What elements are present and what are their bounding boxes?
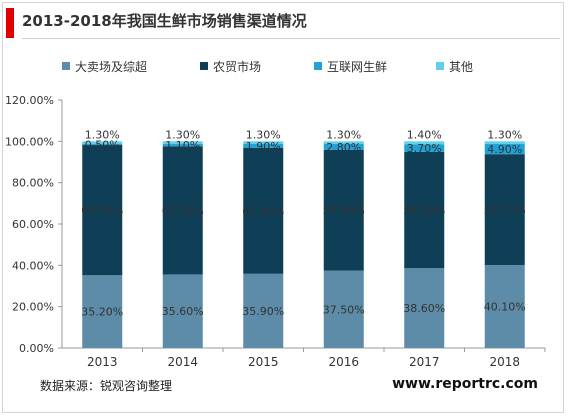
y-tick-label: 120.00% [5, 94, 54, 107]
data-label: 58.40% [323, 204, 365, 217]
x-tick-label: 2018 [489, 355, 520, 369]
data-label: 3.70% [407, 142, 442, 155]
bars-group [82, 141, 525, 348]
data-label: 1.40% [407, 128, 442, 141]
bar-segment [82, 144, 123, 146]
bar-segment [323, 270, 364, 348]
legend-swatch [436, 62, 444, 70]
data-label: 37.50% [323, 303, 365, 316]
legend-label: 大卖场及综超 [75, 59, 147, 74]
bar-segment [82, 141, 123, 145]
y-axis: 0.00% 20.00% 40.00% 60.00% 80.00% 100.00% 120.… [5, 94, 63, 355]
legend-swatch [62, 62, 70, 70]
y-tick-label: 60.00% [12, 218, 54, 231]
y-tick-label: 20.00% [12, 301, 54, 314]
bar-segment [404, 141, 445, 145]
data-label: 1.30% [165, 128, 200, 141]
bar-segment [243, 273, 284, 348]
data-label: 1.10% [165, 139, 200, 152]
x-tick-label: 2017 [409, 355, 440, 369]
data-label: 1.90% [246, 140, 281, 153]
website-label[interactable]: www.reportrc.com [392, 376, 538, 392]
x-tick-label: 2014 [167, 355, 198, 369]
bar-segment [484, 141, 525, 145]
data-label: 62.00% [162, 204, 204, 217]
y-tick-label: 40.00% [12, 259, 54, 272]
legend-label: 其他 [449, 60, 473, 74]
bar-segment [404, 268, 445, 348]
chart-legend: 大卖场及综超 农贸市场 互联网生鲜 其他 [62, 59, 473, 74]
data-label: 0.50% [85, 139, 120, 152]
legend-label: 农贸市场 [213, 59, 261, 74]
data-label: 38.60% [403, 302, 445, 315]
bar-segment [162, 146, 203, 275]
legend-label: 互联网生鲜 [327, 60, 387, 74]
data-label: 1.30% [246, 128, 281, 141]
bar-segment [82, 145, 123, 276]
x-tick-label: 2013 [87, 355, 118, 369]
page-title: 2013-2018年我国生鲜市场销售渠道情况 [22, 12, 307, 30]
y-tick-label: 100.00% [5, 135, 54, 148]
data-label: 56.30% [403, 204, 445, 217]
bar-segment [404, 144, 445, 152]
bar-segment [82, 275, 123, 348]
y-tick-label: 0.00% [19, 342, 54, 355]
data-label: 63.00% [81, 204, 123, 217]
bar-segment [404, 151, 445, 269]
bar-segment [243, 147, 284, 274]
data-label: 35.90% [242, 305, 284, 318]
y-tick-label: 80.00% [12, 177, 54, 190]
bar-segment [484, 265, 525, 348]
bar-segment [243, 141, 284, 145]
title-accent-bar [6, 8, 14, 38]
data-label: 53.70% [484, 204, 526, 217]
data-label: 2.80% [326, 141, 361, 154]
data-label: 35.20% [81, 306, 123, 319]
data-label: 1.30% [326, 128, 361, 141]
x-tick-label: 2016 [328, 355, 359, 369]
legend-swatch [314, 62, 322, 70]
x-tick-label: 2015 [248, 355, 279, 369]
legend-swatch [200, 62, 208, 70]
bar-segment [323, 141, 364, 145]
x-axis: 2013 2014 2015 2016 2017 2018 [62, 347, 546, 369]
data-label: 60.90% [242, 205, 284, 218]
bar-segment [162, 274, 203, 348]
source-note: 数据来源：锐观咨询整理 [40, 379, 173, 393]
data-label: 1.30% [487, 128, 522, 141]
bar-segment [162, 141, 203, 145]
bar-segment [243, 144, 284, 148]
bar-segment [323, 149, 364, 271]
bar-labels-group: 35.20%63.00%0.50%1.30%35.60%62.00%1.10%1… [81, 128, 525, 318]
bar-segment [323, 144, 364, 150]
data-label: 1.30% [85, 128, 120, 141]
title-divider [22, 38, 560, 39]
data-label: 4.90% [487, 143, 522, 156]
data-label: 40.10% [484, 301, 526, 314]
bar-segment [484, 144, 525, 155]
chart-frame [2, 2, 564, 413]
data-label: 35.60% [162, 305, 204, 318]
bar-segment [484, 154, 525, 266]
bar-segment [162, 144, 203, 147]
